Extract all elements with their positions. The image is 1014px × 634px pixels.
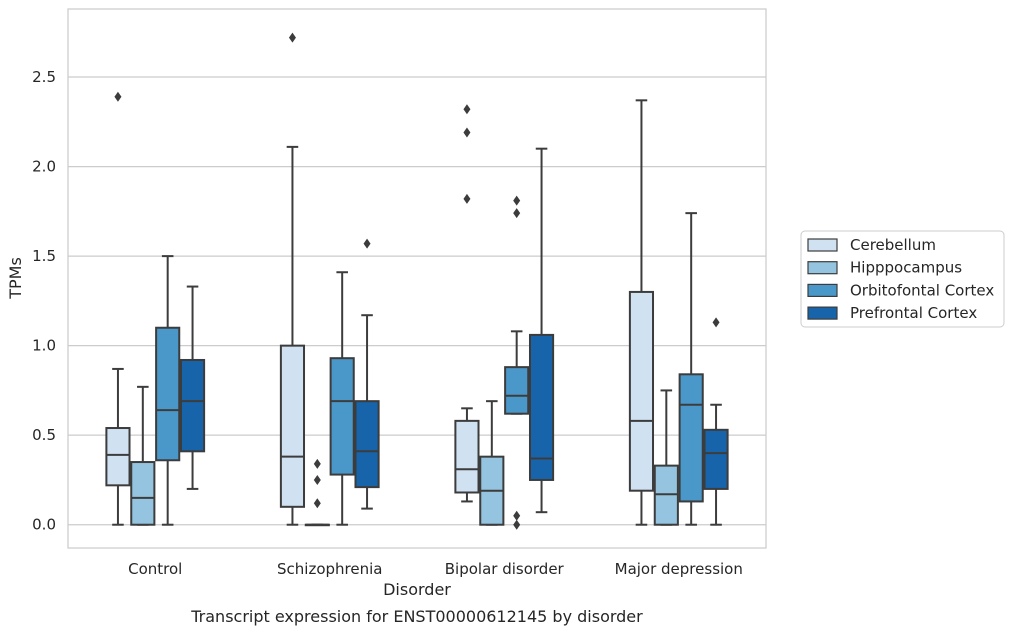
box-prefrontal-cortex-1 — [354, 238, 380, 510]
box-hipppocampus-1 — [304, 458, 330, 527]
box-cerebellum-0 — [105, 91, 131, 526]
outlier-point — [513, 208, 521, 219]
legend-label: Prefrontal Cortex — [850, 304, 977, 322]
box-iqr — [279, 344, 306, 508]
legend-label: Orbitofontal Cortex — [850, 281, 994, 299]
x-tick-labels: Control Schizophrenia Bipolar disorder Majo… — [128, 560, 743, 578]
box-iqr — [105, 427, 131, 487]
outlier-point — [114, 91, 122, 102]
legend-swatch — [807, 261, 838, 275]
box-iqr — [703, 428, 729, 490]
box-iqr — [130, 461, 156, 526]
outlier-point — [363, 238, 371, 249]
box-prefrontal-cortex-2 — [528, 147, 555, 514]
box-hipppocampus-3 — [653, 389, 679, 526]
plot-frame — [67, 8, 767, 549]
box-cerebellum-2 — [454, 104, 480, 503]
legend-swatch — [807, 283, 838, 297]
box-cerebellum-1 — [279, 32, 306, 526]
outlier-point — [513, 510, 521, 521]
box-iqr — [354, 400, 380, 489]
x-tick-label: Major depression — [615, 560, 743, 578]
x-tick-label: Control — [128, 560, 182, 578]
box-cerebellum-3 — [628, 99, 655, 526]
y-tick-label: 0.5 — [32, 426, 56, 444]
outlier-point — [463, 127, 471, 138]
x-tick-label: Schizophrenia — [277, 560, 382, 578]
box-hipppocampus-0 — [130, 385, 156, 526]
outlier-point — [513, 195, 521, 206]
box-iqr — [528, 333, 555, 481]
box-iqr — [678, 373, 704, 503]
outlier-point — [313, 498, 321, 509]
box-prefrontal-cortex-3 — [703, 317, 729, 526]
box-iqr — [628, 290, 655, 492]
box-orbitofontal-cortex-1 — [329, 271, 355, 526]
box-prefrontal-cortex-0 — [179, 285, 206, 490]
box-orbitofontal-cortex-0 — [155, 255, 181, 526]
legend-label: Cerebellum — [850, 236, 936, 254]
box-series — [105, 32, 729, 530]
outlier-point — [313, 474, 321, 485]
y-axis-label: TPMs — [6, 257, 25, 300]
outlier-point — [313, 458, 321, 469]
chart-caption: Transcript expression for ENST0000061214… — [190, 607, 643, 626]
legend-label: Hipppocampus — [850, 259, 962, 277]
legend-frame — [800, 230, 1005, 328]
box-iqr — [329, 357, 355, 476]
box-orbitofontal-cortex-2 — [504, 195, 530, 530]
box-iqr — [179, 358, 206, 453]
y-tick-label: 1.0 — [32, 337, 56, 355]
y-tick-label: 1.5 — [32, 247, 56, 265]
outlier-point — [712, 317, 720, 328]
outlier-point — [288, 32, 296, 43]
legend-swatch — [807, 238, 838, 252]
x-axis-label: Disorder — [383, 580, 451, 599]
legend-swatch — [807, 306, 838, 320]
box-iqr — [454, 419, 480, 494]
outlier-point — [513, 519, 521, 530]
legend: Cerebellum Hipppocampus Orbitofontal Corte… — [800, 230, 1005, 328]
y-tick-labels: 0.0 0.5 1.0 1.5 2.0 2.5 — [32, 68, 56, 534]
y-tick-label: 0.0 — [32, 516, 56, 534]
box-iqr — [504, 366, 530, 415]
outlier-point — [463, 193, 471, 204]
outlier-point — [463, 104, 471, 115]
box-orbitofontal-cortex-3 — [678, 212, 704, 526]
x-tick-label: Bipolar disorder — [445, 560, 565, 578]
box-hipppocampus-2 — [479, 400, 505, 526]
y-tick-label: 2.0 — [32, 158, 56, 176]
box-iqr — [155, 326, 181, 462]
y-tick-label: 2.5 — [32, 68, 56, 86]
